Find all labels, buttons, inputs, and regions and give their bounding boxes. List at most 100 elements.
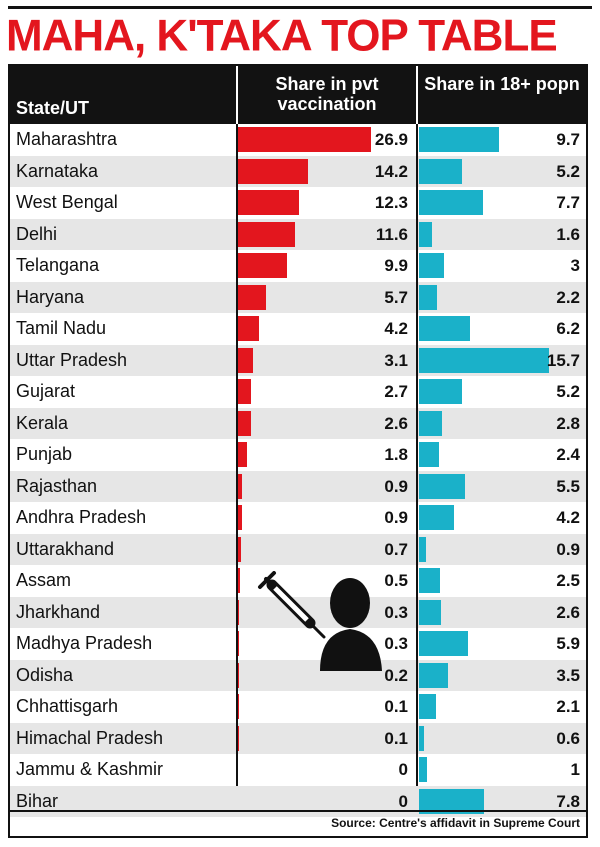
pvt-value: 26.9 xyxy=(374,130,408,149)
table-row: Kerala 2.6 2.8 xyxy=(10,407,586,439)
table-row: Jammu & Kashmir 0 1 xyxy=(10,754,586,786)
pvt-value: 11.6 xyxy=(375,224,408,244)
pop-bar xyxy=(419,158,463,184)
pop-value: 5.2 xyxy=(556,161,580,181)
pvt-bar xyxy=(238,127,371,152)
pvt-bar xyxy=(238,253,287,278)
pvt-bar xyxy=(238,505,243,530)
pvt-value: 5.7 xyxy=(384,287,408,307)
pvt-value: 0 xyxy=(398,791,408,811)
table-frame: State/UT Share in pvt vaccination Share … xyxy=(8,64,588,838)
footer-rule xyxy=(10,810,586,812)
pvt-value: 2.6 xyxy=(384,413,408,433)
pop-value: 1 xyxy=(570,760,580,779)
pvt-bar xyxy=(238,473,243,499)
pop-bar xyxy=(419,757,428,782)
state-label: Telangana xyxy=(16,255,100,275)
state-label: Assam xyxy=(16,570,72,590)
table-row: Gujarat 2.7 5.2 xyxy=(10,376,586,408)
pop-bar xyxy=(419,505,454,530)
pop-value: 2.4 xyxy=(556,445,580,464)
table-row: Odisha 0.2 3.5 xyxy=(10,659,586,691)
state-label: Madhya Pradesh xyxy=(16,633,153,653)
pvt-bar xyxy=(238,662,239,688)
state-label: Himachal Pradesh xyxy=(16,727,164,748)
state-label: Maharashtra xyxy=(16,129,118,149)
state-label: Uttarakhand xyxy=(16,538,115,559)
pvt-value: 0.1 xyxy=(384,728,408,748)
pop-value: 2.8 xyxy=(556,413,580,433)
pop-value: 3.5 xyxy=(556,665,580,685)
pvt-value: 0 xyxy=(398,760,408,779)
pvt-bar xyxy=(238,347,254,373)
pop-bar xyxy=(419,694,437,719)
table-row: Maharashtra 26.9 9.7 xyxy=(10,124,586,156)
table-row: Karnataka 14.2 5.2 xyxy=(10,155,586,187)
pop-value: 15.7 xyxy=(546,350,580,370)
table-row: Uttar Pradesh 3.1 15.7 xyxy=(10,344,586,376)
table-row: Himachal Pradesh 0.1 0.6 xyxy=(10,722,586,754)
pvt-bar xyxy=(238,631,240,656)
pvt-bar xyxy=(238,158,309,184)
table-row: Assam 0.5 2.5 xyxy=(10,565,586,597)
table-row: Punjab 1.8 2.4 xyxy=(10,439,586,471)
table-row: Chhattisgarh 0.1 2.1 xyxy=(10,691,586,723)
state-label: Chhattisgarh xyxy=(16,696,119,716)
state-label: Odisha xyxy=(16,664,74,685)
table-row: Madhya Pradesh 0.3 5.9 xyxy=(10,628,586,660)
table-header: State/UT Share in pvt vaccination Share … xyxy=(10,66,586,124)
pop-bar xyxy=(419,631,468,656)
syringe-icon xyxy=(258,571,326,639)
pvt-value: 2.7 xyxy=(384,382,408,401)
pvt-value: 0.2 xyxy=(384,665,408,685)
pvt-value: 0.3 xyxy=(384,634,408,653)
pvt-bar xyxy=(238,316,259,341)
pvt-value: 0.3 xyxy=(384,602,408,622)
table-row: Andhra Pradesh 0.9 4.2 xyxy=(10,502,586,534)
pvt-bar xyxy=(238,190,299,215)
pop-bar xyxy=(419,442,439,467)
pop-value: 7.7 xyxy=(556,193,580,212)
pop-value: 5.2 xyxy=(556,382,580,401)
pop-bar xyxy=(419,788,484,814)
state-label: Uttar Pradesh xyxy=(16,349,128,370)
pvt-value: 0.7 xyxy=(384,539,408,559)
state-label: Haryana xyxy=(16,286,85,307)
page-title: MAHA, K'TAKA TOP TABLE xyxy=(6,10,558,61)
table-row: Haryana 5.7 2.2 xyxy=(10,281,586,313)
column-divider xyxy=(416,124,418,786)
pop-bar xyxy=(419,473,465,499)
pop-value: 2.6 xyxy=(556,602,580,622)
vaccination-illustration xyxy=(258,571,382,671)
pvt-value: 3.1 xyxy=(384,350,408,370)
pvt-bar xyxy=(238,284,267,310)
state-label: Karnataka xyxy=(16,160,99,181)
pop-bar xyxy=(419,221,433,247)
pvt-value: 14.2 xyxy=(374,161,408,181)
pop-bar xyxy=(419,284,438,310)
pop-bar xyxy=(419,568,440,593)
table-row: Bihar 0 7.8 xyxy=(10,785,586,817)
pop-bar xyxy=(419,379,463,404)
state-label: Gujarat xyxy=(16,381,76,401)
pvt-value: 0.5 xyxy=(384,571,408,590)
table-row: West Bengal 12.3 7.7 xyxy=(10,187,586,219)
column-divider xyxy=(236,124,238,786)
pvt-bar xyxy=(238,599,240,625)
pop-bar xyxy=(419,599,441,625)
pvt-bar xyxy=(238,221,296,247)
pvt-value: 1.8 xyxy=(384,445,408,464)
pop-value: 9.7 xyxy=(556,130,580,149)
state-label: Jammu & Kashmir xyxy=(16,759,164,779)
pvt-bar xyxy=(238,379,252,404)
pop-value: 5.9 xyxy=(556,634,580,653)
state-label: Bihar xyxy=(16,790,59,811)
state-label: Andhra Pradesh xyxy=(16,507,147,527)
pop-value: 2.2 xyxy=(556,287,580,307)
pvt-value: 12.3 xyxy=(374,193,408,212)
pop-bar xyxy=(419,190,483,215)
pop-bar xyxy=(419,725,424,751)
header-divider xyxy=(416,66,418,124)
state-label: West Bengal xyxy=(16,192,118,212)
pvt-value: 4.2 xyxy=(384,319,408,338)
